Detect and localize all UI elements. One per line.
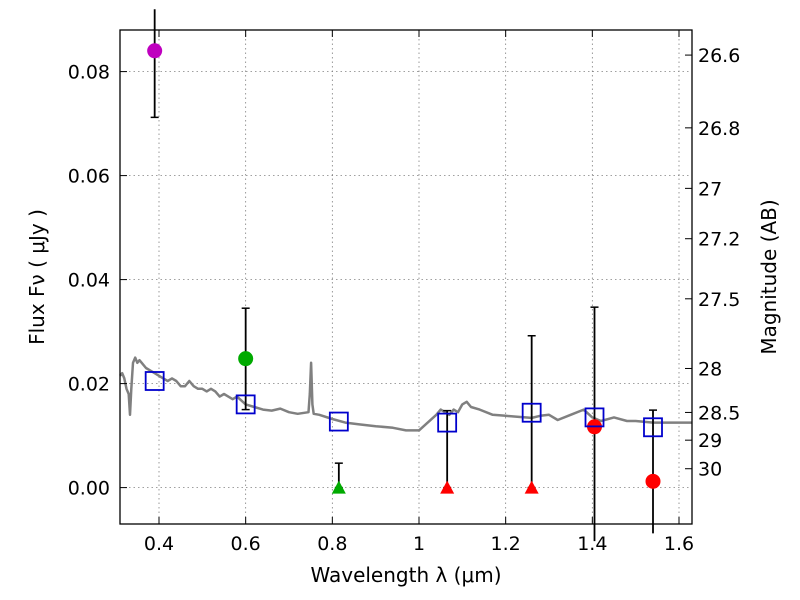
- axes: 0.4 0.6 0.8 1 1.2 1.4 1.6 0.00 0.02 0.04 0.06 0.08 2…: [68, 30, 740, 555]
- y-tick-label: 0.00: [68, 478, 110, 500]
- x-tick-label: 0.4: [144, 533, 174, 555]
- x-tick-label: 0.6: [231, 533, 261, 555]
- template-square: [521, 402, 542, 423]
- upper-limit-marker: [331, 480, 346, 494]
- model-spectrum-line: [119, 356, 692, 432]
- right-tick-label: 26.6: [698, 45, 740, 67]
- x-tick-label: 0.8: [317, 533, 347, 555]
- detection-point: [645, 473, 661, 489]
- plot-frame: [119, 29, 693, 525]
- template-square: [235, 394, 256, 415]
- x-tick-label: 1.4: [577, 533, 607, 555]
- y-tick-label: 0.02: [68, 374, 110, 396]
- y-tick-label: 0.04: [68, 270, 110, 292]
- plot-area: [119, 9, 692, 542]
- right-tick-label: 27.5: [698, 289, 740, 311]
- template-square: [643, 417, 663, 438]
- right-tick-label: 26.8: [698, 118, 740, 140]
- right-tick-label: 27.2: [698, 229, 740, 251]
- detection-point: [238, 351, 254, 367]
- template-square: [144, 371, 165, 391]
- x-tick-label: 1: [413, 533, 425, 555]
- detection-point: [147, 43, 163, 59]
- right-tick-label: 27: [698, 178, 722, 200]
- x-tick-label: 1.2: [491, 533, 521, 555]
- y-axis-label: Flux Fν ( μJy ): [25, 209, 49, 345]
- upper-limit-marker: [524, 480, 539, 494]
- template-square: [437, 412, 458, 433]
- right-tick-label: 28.5: [698, 402, 740, 424]
- right-tick-label: 30: [698, 459, 722, 481]
- y-tick-label: 0.06: [68, 166, 110, 188]
- grid-lines: [120, 30, 692, 524]
- right-tick-label: 29: [698, 430, 722, 452]
- template-square: [584, 407, 605, 428]
- right-axis-label: Magnitude (AB): [757, 199, 781, 354]
- upper-limit-marker: [440, 480, 455, 494]
- template-square: [328, 411, 349, 432]
- x-tick-label: 1.6: [664, 533, 694, 555]
- x-axis-label: Wavelength λ (μm): [310, 563, 501, 587]
- y-tick-label: 0.08: [68, 62, 110, 84]
- right-tick-label: 28: [698, 358, 722, 380]
